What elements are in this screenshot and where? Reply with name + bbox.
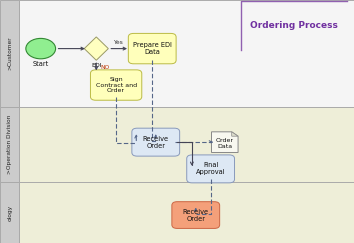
Bar (0, 0, 19, 107)
Polygon shape (212, 132, 238, 153)
Text: Sign
Contract and
Order: Sign Contract and Order (96, 77, 137, 93)
Text: Start: Start (33, 61, 49, 67)
Text: Final
Approval: Final Approval (196, 162, 225, 175)
Bar (0, 107, 19, 182)
Polygon shape (84, 37, 108, 60)
FancyBboxPatch shape (91, 70, 142, 100)
FancyBboxPatch shape (128, 33, 176, 64)
FancyBboxPatch shape (132, 128, 180, 156)
Bar (19, 0, 354, 107)
Text: Yes: Yes (113, 40, 123, 45)
Bar (19, 182, 354, 243)
Text: Prepare EDI
Data: Prepare EDI Data (133, 42, 172, 55)
Text: >Operation Division: >Operation Division (7, 115, 12, 174)
FancyBboxPatch shape (172, 202, 219, 228)
FancyBboxPatch shape (187, 155, 234, 183)
Text: ology: ology (7, 205, 12, 221)
Text: Ordering Process: Ordering Process (250, 21, 338, 30)
Text: EDI: EDI (91, 63, 102, 68)
Polygon shape (232, 132, 238, 136)
Bar (0, 182, 19, 243)
Text: >Customer: >Customer (7, 37, 12, 70)
Text: Order
Data: Order Data (216, 138, 234, 149)
Text: Receive
Order: Receive Order (183, 208, 209, 222)
Circle shape (26, 38, 56, 59)
Text: NO: NO (101, 65, 110, 70)
Text: Receive
Order: Receive Order (143, 136, 169, 149)
Bar (19, 107, 354, 182)
